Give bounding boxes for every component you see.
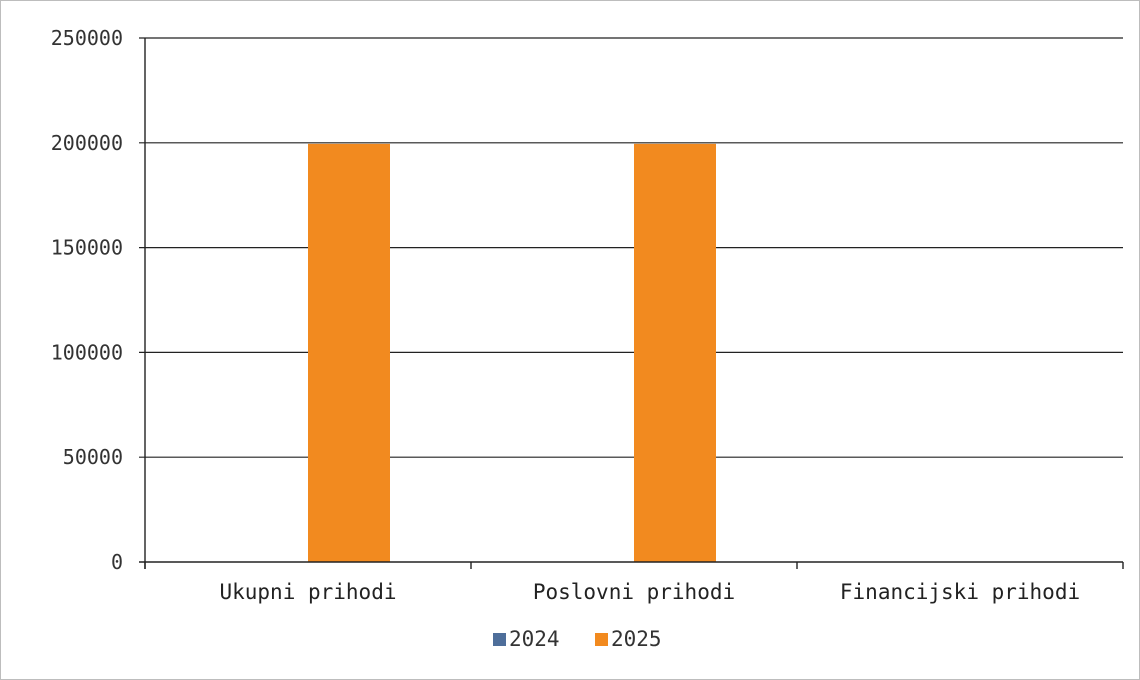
bar-2025-0 bbox=[308, 143, 390, 562]
x-category-label: Financijski prihodi bbox=[840, 580, 1080, 604]
y-tick-label: 50000 bbox=[63, 445, 123, 469]
x-category-label: Ukupni prihodi bbox=[219, 580, 396, 604]
x-axis-category-labels: Ukupni prihodi Poslovni prihodi Financijsk… bbox=[219, 580, 1080, 604]
x-axis bbox=[139, 38, 1124, 569]
y-axis-tick-labels: 0 50000 100000 150000 200000 250000 bbox=[51, 26, 123, 574]
bar-2025-1 bbox=[634, 143, 716, 562]
y-tick-label: 0 bbox=[111, 550, 123, 574]
y-tick-label: 250000 bbox=[51, 26, 123, 50]
legend: 2024 2025 bbox=[493, 627, 662, 651]
y-tick-label: 200000 bbox=[51, 131, 123, 155]
y-tick-label: 100000 bbox=[51, 340, 123, 364]
legend-label-2024: 2024 bbox=[509, 627, 560, 651]
x-category-label: Poslovni prihodi bbox=[533, 580, 735, 604]
legend-swatch-2024 bbox=[493, 633, 506, 646]
bars bbox=[308, 143, 716, 562]
legend-label-2025: 2025 bbox=[611, 627, 662, 651]
y-tick-label: 150000 bbox=[51, 236, 123, 260]
gridlines bbox=[139, 37, 1123, 458]
legend-swatch-2025 bbox=[595, 633, 608, 646]
